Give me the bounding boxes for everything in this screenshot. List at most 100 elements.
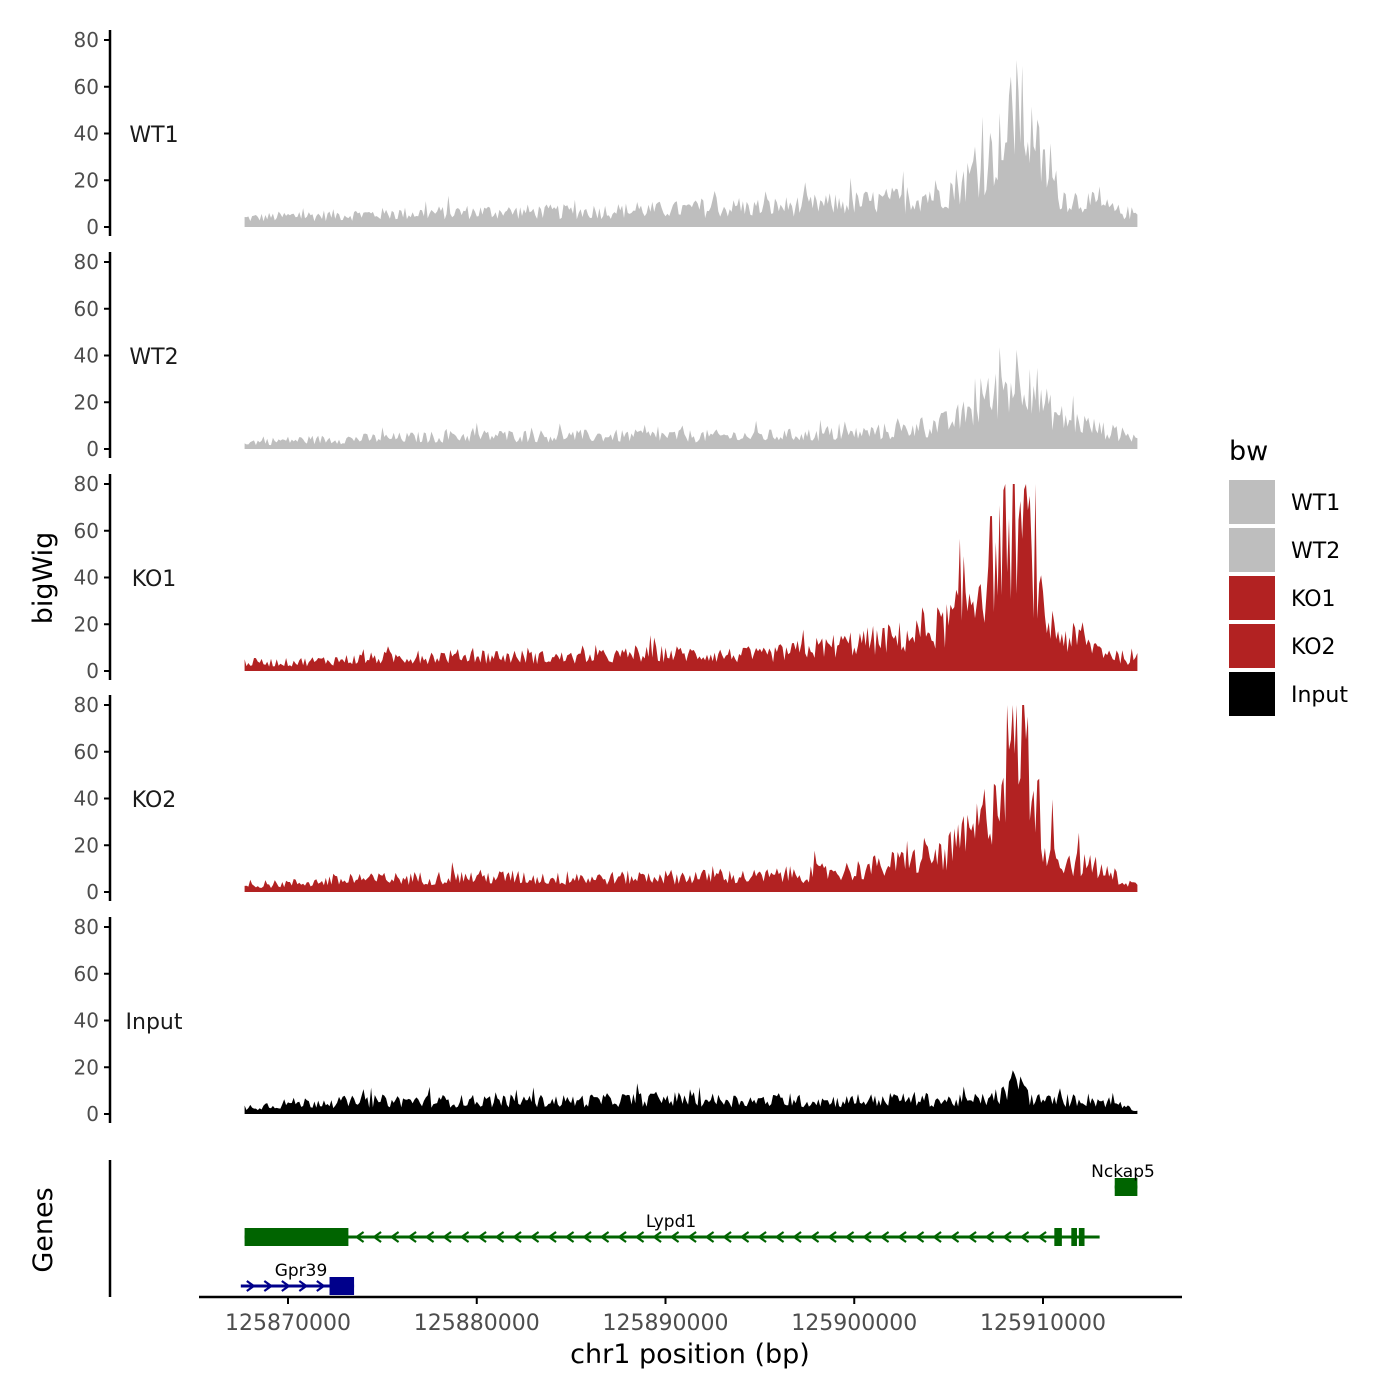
y-tick-label: 40 — [74, 1009, 99, 1033]
strand-arrow — [281, 1280, 291, 1292]
strand-arrow — [774, 1231, 785, 1243]
strand-arrow — [372, 1231, 382, 1243]
track-ko1: 0 20 40 60 80 KO1 — [74, 472, 1138, 683]
strand-arrow — [529, 1231, 540, 1243]
genes-panel: Nckap5 Lypd1 Gpr39 — [108, 1160, 1155, 1297]
strand-arrow — [424, 1231, 435, 1243]
strand-arrow — [246, 1280, 256, 1292]
y-tick-label: 40 — [74, 122, 99, 146]
y-tick-label: 80 — [74, 472, 99, 496]
gene-exon — [1078, 1228, 1085, 1246]
y-tick-label: 80 — [74, 250, 99, 274]
strand-arrow — [263, 1280, 274, 1292]
strand-arrow — [1002, 1231, 1012, 1243]
strand-arrow — [967, 1231, 977, 1243]
strand-arrow — [739, 1231, 750, 1243]
strand-arrow — [582, 1231, 592, 1243]
strand-arrow — [389, 1231, 400, 1243]
y-tick-label: 60 — [74, 519, 99, 543]
legend-swatch-wt1 — [1229, 480, 1275, 524]
strand-arrow — [757, 1231, 767, 1243]
strand-arrow — [652, 1231, 662, 1243]
x-tick-label: 125890000 — [603, 1311, 729, 1336]
y-tick-label: 80 — [74, 915, 99, 939]
strand-arrow — [879, 1231, 890, 1243]
strand-arrow — [494, 1231, 505, 1243]
gene-gpr39: Gpr39 — [240, 1261, 355, 1295]
legend-swatch-wt2 — [1229, 528, 1275, 572]
y-tick-label: 20 — [74, 168, 99, 192]
track-label: KO2 — [132, 788, 177, 813]
strand-arrow — [617, 1231, 627, 1243]
gene-exon — [329, 1277, 355, 1295]
y-tick-label: 0 — [86, 659, 99, 683]
y-tick-label: 0 — [86, 880, 99, 904]
legend-label: WT1 — [1291, 491, 1340, 516]
strand-arrow — [687, 1231, 697, 1243]
legend-label: KO1 — [1291, 587, 1336, 612]
track-wt1: 0 20 40 60 80 WT1 — [74, 28, 1138, 239]
legend-label: KO2 — [1291, 635, 1336, 660]
strand-arrow — [862, 1231, 872, 1243]
strand-arrow — [564, 1231, 575, 1243]
y-tick-label: 60 — [74, 740, 99, 764]
legend-label: Input — [1291, 683, 1348, 708]
y-tick-label: 0 — [86, 1102, 99, 1126]
y-tick-label: 60 — [74, 75, 99, 99]
y-tick-label: 80 — [74, 28, 99, 52]
track-label: Input — [126, 1010, 183, 1035]
coverage-area-ko2 — [244, 705, 1138, 892]
x-axis-title: chr1 position (bp) — [570, 1339, 810, 1370]
strand-arrow — [634, 1231, 645, 1243]
strand-arrow — [792, 1231, 802, 1243]
legend-label: WT2 — [1291, 539, 1340, 564]
strand-arrow — [599, 1231, 610, 1243]
strand-arrow — [827, 1231, 837, 1243]
gene-exon — [1054, 1228, 1062, 1246]
track-label: WT1 — [129, 123, 178, 148]
coverage-tracks: 0 20 40 60 80 WT1 0 20 40 60 80 WT2 0 20 40 60 80 KO1 0 20 4… — [74, 28, 1138, 1126]
legend-swatch-ko1 — [1229, 576, 1275, 620]
strand-arrow — [477, 1231, 487, 1243]
strand-arrow — [809, 1231, 820, 1243]
strand-arrow — [949, 1231, 960, 1243]
strand-arrow — [354, 1231, 365, 1243]
x-tick-label: 125880000 — [414, 1311, 540, 1336]
coverage-area-input — [244, 1070, 1138, 1114]
y-tick-label: 20 — [74, 1055, 99, 1079]
legend-swatch-input — [1229, 672, 1275, 716]
y-tick-label: 0 — [86, 215, 99, 239]
y-tick-label: 20 — [74, 390, 99, 414]
strand-arrow — [316, 1280, 326, 1292]
x-tick-label: 125870000 — [225, 1311, 351, 1336]
legend-swatch-ko2 — [1229, 624, 1275, 668]
gene-exon — [1114, 1178, 1138, 1196]
y-tick-label: 40 — [74, 344, 99, 368]
strand-arrow — [897, 1231, 907, 1243]
track-wt2: 0 20 40 60 80 WT2 — [74, 250, 1138, 461]
strand-arrow — [442, 1231, 452, 1243]
y-axis-title: bigWig — [28, 532, 59, 625]
strand-arrow — [914, 1231, 925, 1243]
y-tick-label: 40 — [74, 566, 99, 590]
legend: bw WT1 WT2 KO1 KO2 Input — [1229, 436, 1348, 716]
strand-arrow — [298, 1280, 309, 1292]
strand-arrow — [1037, 1231, 1047, 1243]
track-label: WT2 — [129, 345, 178, 370]
y-tick-label: 60 — [74, 962, 99, 986]
y-tick-label: 60 — [74, 297, 99, 321]
coverage-area-wt1 — [244, 60, 1138, 227]
strand-arrow — [407, 1231, 417, 1243]
y-tick-label: 40 — [74, 787, 99, 811]
x-tick-label: 125900000 — [791, 1311, 917, 1336]
gene-exon — [244, 1228, 349, 1246]
x-axis: 125870000 125880000 125890000 125900000 1259… — [199, 1295, 1182, 1336]
genes-axis-title: Genes — [28, 1187, 59, 1272]
gene-nckap5: Nckap5 — [1091, 1162, 1155, 1196]
gene-lypd1: Lypd1 — [244, 1212, 1100, 1246]
y-tick-label: 0 — [86, 437, 99, 461]
y-tick-label: 20 — [74, 833, 99, 857]
strand-arrow — [459, 1231, 470, 1243]
track-ko2: 0 20 40 60 80 KO2 — [74, 693, 1138, 904]
